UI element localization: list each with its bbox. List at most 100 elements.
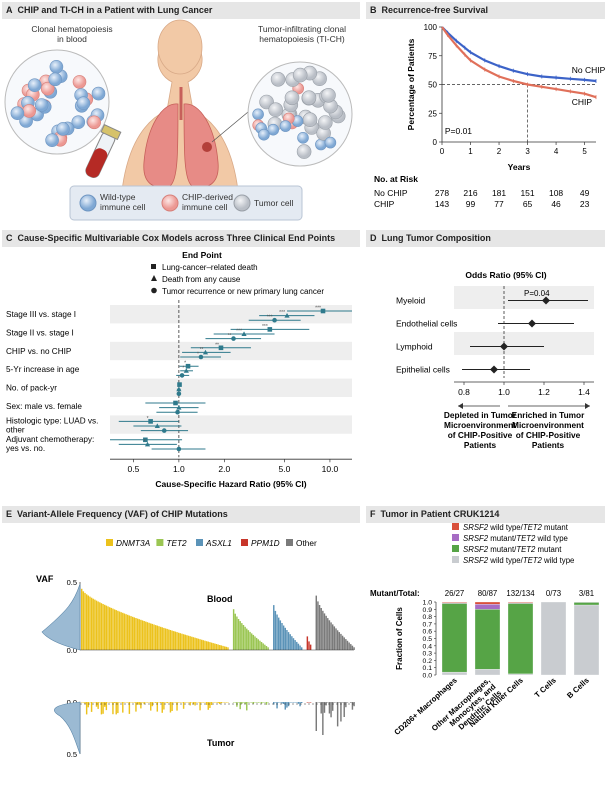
tumor-bar-dnmt3a bbox=[128, 702, 131, 714]
tumor-bar-dnmt3a bbox=[214, 702, 216, 703]
risk-value: 108 bbox=[549, 188, 563, 198]
blood-bar-dnmt3a bbox=[189, 636, 191, 650]
tumor-bar-asxl1 bbox=[281, 702, 283, 704]
tumor-bar-other bbox=[351, 702, 354, 710]
blood-bar-dnmt3a bbox=[105, 605, 108, 650]
chip-cell-legend-icon bbox=[161, 194, 179, 212]
tumor-bar-tet2 bbox=[244, 702, 246, 704]
blood-bar-dnmt3a bbox=[92, 598, 94, 650]
y-tick-label: 25 bbox=[428, 109, 437, 118]
blood-bar-other bbox=[335, 628, 337, 650]
tumor-bar-asxl1 bbox=[292, 702, 295, 703]
tumor-bar-tet2 bbox=[264, 702, 266, 703]
blood-bar-dnmt3a bbox=[223, 646, 226, 650]
blood-bar-dnmt3a bbox=[222, 645, 224, 650]
blood-bar-other bbox=[341, 635, 344, 650]
tumor-bar-dnmt3a bbox=[130, 702, 132, 703]
tumor-bar-other bbox=[341, 702, 344, 703]
mutant-total-value: 26/27 bbox=[445, 589, 465, 598]
estimate-triangle bbox=[176, 386, 182, 392]
blood-bar-ppm1d bbox=[309, 644, 312, 650]
tumor-bar-dnmt3a bbox=[186, 702, 188, 703]
blood-bar-dnmt3a bbox=[176, 632, 178, 650]
tumor-cell bbox=[296, 144, 312, 159]
y-tick-label: 0.4 bbox=[423, 643, 433, 650]
tumor-bar-other bbox=[320, 702, 322, 714]
blood-bar-dnmt3a bbox=[89, 596, 91, 650]
tumor-bar-other bbox=[315, 702, 317, 731]
tumor-bar-other bbox=[331, 702, 334, 711]
tumor-bar-dnmt3a bbox=[146, 702, 149, 703]
tumor-bar-dnmt3a bbox=[141, 702, 144, 703]
blood-bar-dnmt3a bbox=[197, 638, 200, 650]
tumor-bar-dnmt3a bbox=[107, 702, 109, 703]
category-label: Endothelial cells bbox=[396, 319, 457, 329]
risk-table-title: No. at Risk bbox=[374, 174, 418, 184]
blood-bar-dnmt3a bbox=[187, 635, 190, 650]
blood-bar-tet2 bbox=[241, 623, 243, 650]
blood-bar-asxl1 bbox=[299, 645, 301, 650]
tumor-bar-dnmt3a bbox=[99, 702, 101, 703]
blood-bar-dnmt3a bbox=[219, 645, 221, 650]
wild-type-cell bbox=[48, 72, 63, 87]
tumor-bar-tet2 bbox=[246, 702, 248, 711]
tumor-bar-tet2 bbox=[242, 702, 245, 703]
tumor-cell bbox=[301, 90, 317, 105]
tumor-bar-dnmt3a bbox=[115, 702, 117, 715]
significance-stars: * bbox=[147, 416, 149, 422]
tumor-bar-dnmt3a bbox=[102, 702, 104, 714]
blood-bar-ppm1d bbox=[308, 641, 310, 650]
blood-bar-tet2 bbox=[234, 613, 236, 650]
tumor-bar-dnmt3a bbox=[153, 702, 155, 703]
blood-bar-tet2 bbox=[267, 647, 269, 650]
tumor-bar-tet2 bbox=[260, 702, 263, 704]
tumor-spot bbox=[202, 142, 212, 152]
chip-cell bbox=[87, 115, 101, 130]
tumor-bar-tet2 bbox=[267, 702, 269, 703]
blood-bar-other bbox=[327, 618, 329, 650]
estimate-circle bbox=[179, 373, 185, 378]
tumor-bar-asxl1 bbox=[279, 702, 282, 703]
blood-y-tick: 0.0 bbox=[67, 646, 77, 655]
risk-value: 151 bbox=[520, 188, 534, 198]
tumor-bar-dnmt3a bbox=[135, 702, 137, 712]
tumor-bar-dnmt3a bbox=[163, 702, 165, 710]
significance-stars: * bbox=[197, 352, 199, 358]
tumor-bar-dnmt3a bbox=[174, 702, 177, 703]
blood-bar-dnmt3a bbox=[110, 607, 113, 650]
blood-bar-dnmt3a bbox=[112, 608, 114, 650]
panel-d: D Lung Tumor Composition Odds Ratio (95% … bbox=[366, 230, 605, 492]
estimate-diamond bbox=[500, 342, 508, 351]
blood-bar-dnmt3a bbox=[214, 643, 216, 650]
tumor-bar-dnmt3a bbox=[204, 702, 206, 703]
x-axis-title: Cause-Specific Hazard Ratio (95% CI) bbox=[155, 479, 306, 489]
legend-label: SRSF2 wild type/TET2 wild type bbox=[463, 556, 574, 565]
risk-row-label: CHIP bbox=[374, 199, 395, 209]
estimate-circle bbox=[161, 428, 167, 433]
blood-bar-asxl1 bbox=[281, 623, 283, 650]
blood-bar-tet2 bbox=[237, 619, 240, 650]
x-tick-label: 1.4 bbox=[578, 387, 590, 397]
tumor-bar-asxl1 bbox=[300, 702, 303, 703]
tumor-bar-dnmt3a bbox=[105, 702, 108, 711]
odds-ratio-plot: Odds Ratio (95% CI) Myeloid Endothelial ce… bbox=[396, 270, 594, 450]
tumor-bar-dnmt3a bbox=[169, 702, 172, 713]
tumor-bar-dnmt3a bbox=[136, 702, 139, 705]
row-label: Stage II vs. stage I bbox=[6, 328, 74, 337]
tumor-bar-dnmt3a bbox=[217, 702, 219, 704]
x-tick-label: 0.8 bbox=[458, 387, 470, 397]
blood-bar-tet2 bbox=[246, 628, 248, 650]
tumor-bar-dnmt3a bbox=[168, 702, 170, 703]
tumor-bar-tet2 bbox=[249, 702, 251, 703]
blood-bar-tet2 bbox=[239, 621, 241, 650]
wild-type-cell bbox=[252, 108, 264, 121]
blood-bar-dnmt3a bbox=[215, 644, 218, 650]
risk-value: 181 bbox=[492, 188, 506, 198]
p-value: P=0.01 bbox=[445, 126, 472, 136]
tumor-bar-asxl1 bbox=[284, 702, 286, 710]
estimate-square bbox=[143, 437, 148, 443]
row-label: Sex: male vs. female bbox=[6, 402, 82, 411]
legend-label-2: Tumor cell bbox=[254, 198, 293, 208]
legend-label-0: Wild-type immune cell bbox=[100, 192, 145, 212]
